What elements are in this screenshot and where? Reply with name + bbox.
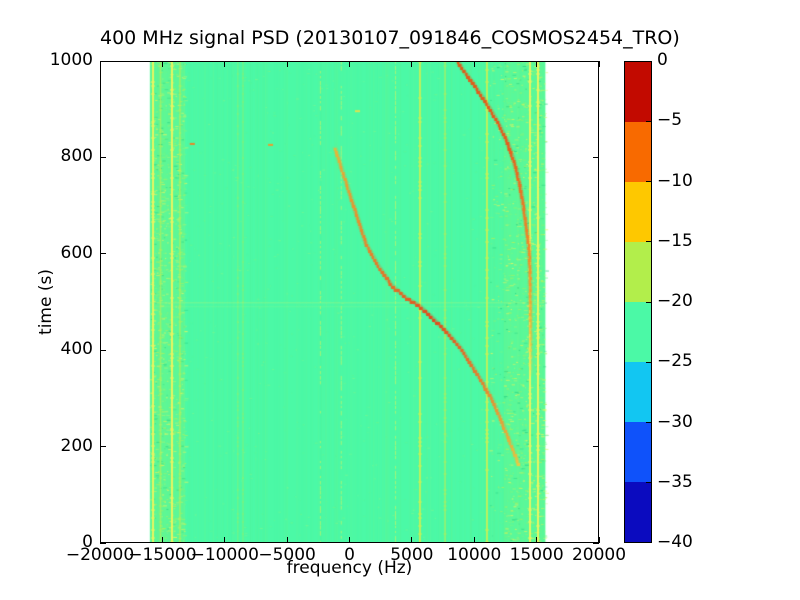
x-tick xyxy=(411,61,413,67)
colorbar-tick-label: −35 xyxy=(657,471,693,492)
y-tick-label: 800 xyxy=(60,146,93,167)
x-tick xyxy=(349,537,350,543)
x-tick xyxy=(161,537,163,543)
x-tick xyxy=(598,61,600,67)
x-tick xyxy=(161,61,163,67)
colorbar-tick xyxy=(646,301,651,303)
x-tick xyxy=(224,537,226,543)
x-tick xyxy=(536,537,538,543)
y-tick-label: 400 xyxy=(60,339,93,360)
x-tick-label: −20000 xyxy=(65,545,135,565)
x-tick xyxy=(598,537,600,543)
y-tick xyxy=(100,253,106,255)
x-tick xyxy=(411,537,413,543)
x-tick xyxy=(473,61,475,67)
x-tick xyxy=(349,61,350,67)
chart-title: 400 MHz signal PSD (20130107_091846_COSM… xyxy=(100,27,680,49)
colorbar-tick xyxy=(646,422,651,423)
y-tick xyxy=(593,542,599,544)
y-tick-label: 1000 xyxy=(49,50,93,70)
colorbar-tick xyxy=(646,541,651,543)
colorbar-tick-label: −25 xyxy=(657,351,693,372)
y-tick-label: 200 xyxy=(60,435,93,456)
colorbar-band xyxy=(625,362,651,422)
colorbar-tick-label: −10 xyxy=(657,170,693,191)
colorbar-tick-label: −30 xyxy=(657,411,693,432)
x-tick-label: 20000 xyxy=(571,545,627,565)
y-axis-label: time (s) xyxy=(36,269,56,335)
colorbar-tick-label: −20 xyxy=(657,291,693,311)
colorbar-tick xyxy=(646,361,651,363)
x-tick-label: 10000 xyxy=(447,545,502,565)
colorbar xyxy=(624,61,652,543)
x-tick-label: −10000 xyxy=(190,545,259,565)
y-tick xyxy=(593,156,599,158)
x-tick xyxy=(286,61,288,67)
y-tick xyxy=(100,446,106,448)
x-axis-label: frequency (Hz) xyxy=(286,558,413,578)
x-tick-label: −5000 xyxy=(258,545,316,565)
y-tick xyxy=(100,156,106,158)
colorbar-band xyxy=(625,242,651,302)
y-tick xyxy=(100,349,106,351)
colorbar-tick-label: 0 xyxy=(657,50,668,70)
colorbar-band xyxy=(625,302,651,362)
x-tick-label: −15000 xyxy=(128,545,197,565)
colorbar-tick xyxy=(646,241,651,243)
colorbar-band xyxy=(625,182,651,242)
y-tick xyxy=(593,349,599,351)
colorbar-tick-label: −5 xyxy=(657,110,683,131)
colorbar-tick xyxy=(646,181,651,182)
colorbar-tick xyxy=(646,120,651,122)
colorbar-band xyxy=(625,62,651,122)
x-tick xyxy=(99,537,101,543)
colorbar-band xyxy=(625,122,651,182)
x-tick xyxy=(473,537,475,543)
y-tick xyxy=(593,60,599,62)
axes-frame xyxy=(100,61,599,543)
x-tick xyxy=(536,61,538,67)
x-tick xyxy=(224,61,226,67)
colorbar-tick-label: −40 xyxy=(657,532,693,552)
x-tick-label: 0 xyxy=(344,545,355,565)
colorbar-tick xyxy=(646,60,651,62)
colorbar-tick-label: −15 xyxy=(657,230,693,251)
y-tick xyxy=(100,542,106,544)
y-tick xyxy=(593,253,599,255)
colorbar-band xyxy=(625,482,651,542)
x-tick xyxy=(99,61,101,67)
x-tick xyxy=(286,537,288,543)
colorbar-band xyxy=(625,422,651,482)
x-tick-label: 15000 xyxy=(509,545,564,565)
y-tick-label: 0 xyxy=(82,532,93,552)
y-tick-label: 600 xyxy=(60,242,93,263)
spectrogram-canvas xyxy=(100,61,599,543)
y-tick xyxy=(100,60,106,62)
y-tick xyxy=(593,446,599,448)
x-tick-label: 5000 xyxy=(390,545,434,565)
colorbar-tick xyxy=(646,482,651,484)
